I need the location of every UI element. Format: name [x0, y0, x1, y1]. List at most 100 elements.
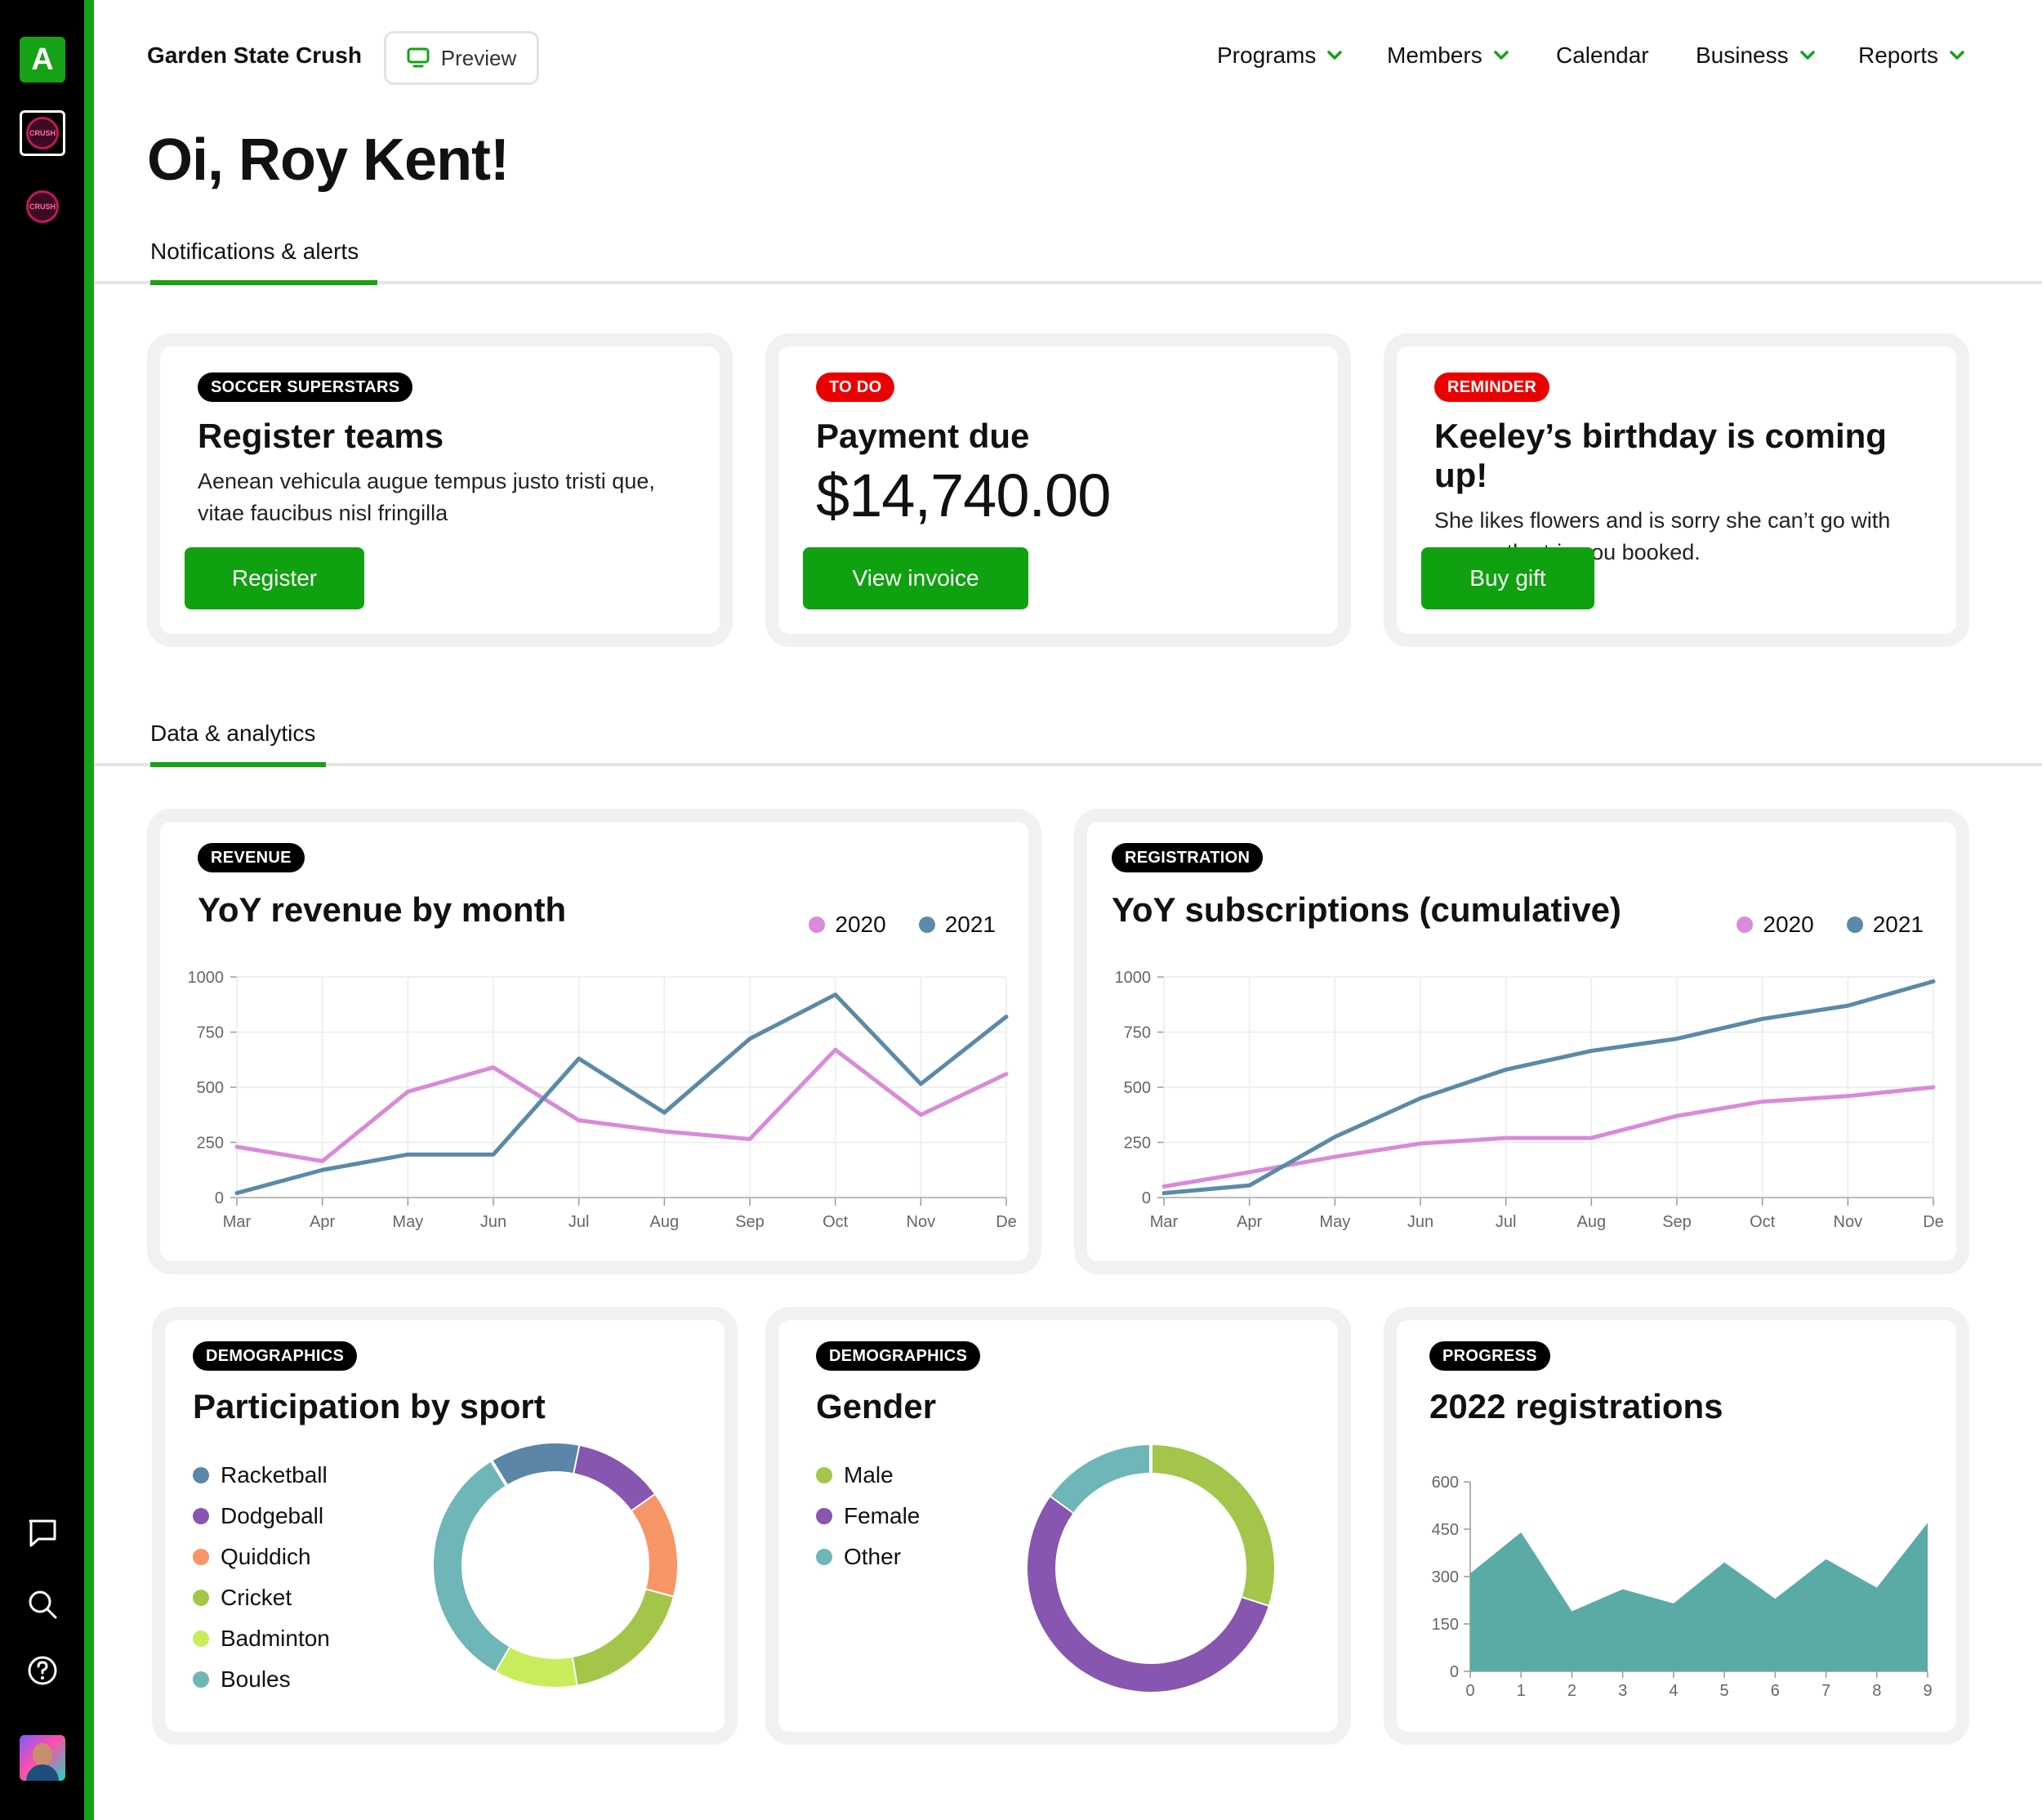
legend-swatch	[193, 1630, 209, 1647]
legend-swatch	[193, 1671, 209, 1688]
x-tick-label: 8	[1872, 1682, 1881, 1700]
left-rail	[0, 0, 84, 1820]
chevron-down-icon	[1799, 51, 1815, 60]
x-tick-label: 4	[1669, 1682, 1678, 1700]
legend-item-2020: 2020	[809, 912, 886, 938]
x-tick-label: May	[392, 1213, 423, 1231]
y-tick-label: 300	[1432, 1568, 1459, 1586]
x-tick-label: Jul	[1496, 1213, 1517, 1231]
gender-donut-chart	[1028, 1445, 1274, 1692]
chat-icon[interactable]	[25, 1515, 60, 1551]
revenue-line-chart: 0 250 500 750 1000 Mar Apr May Jun Jul Aug Sep Oct No…	[188, 969, 1017, 1231]
x-tick-label: Apr	[1237, 1213, 1262, 1231]
legend-swatch	[1846, 917, 1863, 933]
legend-label: Other	[844, 1544, 902, 1569]
legend-label: 2020	[1763, 912, 1814, 937]
card-birthday-reminder: REMINDER Keeley’s birthday is coming up!…	[1384, 333, 1969, 647]
y-tick-label: 250	[1124, 1135, 1151, 1153]
team-switcher-crush-selected[interactable]: CRUSH	[20, 110, 65, 156]
rail-accent-stripe	[84, 0, 94, 1820]
x-tick-label: Aug	[1577, 1213, 1607, 1231]
legend-label: Quiddich	[221, 1544, 311, 1569]
legend-label: Dodgeball	[221, 1503, 324, 1528]
nav-members[interactable]: Members	[1387, 42, 1510, 69]
legend-item-2021: 2021	[918, 912, 996, 938]
nav-label: Members	[1387, 42, 1482, 68]
card-registration-chart: REGISTRATION YoY subscriptions (cumulati…	[1074, 809, 1969, 1274]
series-line-2020	[234, 1047, 1009, 1163]
y-tick-label: 450	[1432, 1521, 1459, 1539]
donut-slice-male	[1150, 1445, 1274, 1607]
legend-label: 2020	[835, 912, 886, 937]
card-register-teams: SOCCER SUPERSTARS Register teams Aenean …	[147, 333, 733, 647]
y-tick-label: 0	[1450, 1663, 1459, 1681]
legend-item-2020: 2020	[1737, 912, 1814, 938]
series-line-2020	[1161, 1085, 1936, 1189]
donut-slice-female	[1028, 1496, 1268, 1692]
card-participation-by-sport: DEMOGRAPHICS Participation by sport Rack…	[152, 1307, 738, 1745]
nav-label: Reports	[1858, 42, 1939, 68]
legend-swatch	[1737, 917, 1754, 933]
app-logo[interactable]: A	[20, 37, 65, 83]
legend-label: Female	[844, 1503, 921, 1528]
chevron-down-icon	[1327, 51, 1343, 60]
legend-item-boules: Boules	[193, 1666, 330, 1693]
card-gender: DEMOGRAPHICS Gender Male Female Other	[765, 1307, 1351, 1745]
slice-separator	[490, 1460, 508, 1487]
tag-badge: REMINDER	[1434, 372, 1550, 402]
buy-gift-button[interactable]: Buy gift	[1421, 547, 1594, 609]
x-tick-label: 7	[1821, 1682, 1830, 1700]
legend-swatch	[809, 917, 826, 933]
view-invoice-button[interactable]: View invoice	[803, 547, 1028, 609]
x-tick-label: 2	[1567, 1682, 1576, 1700]
registration-line-chart: 0 250 500 750 1000 Mar Apr May Jun Jul Aug Sep Oct No…	[1115, 969, 1944, 1231]
series-line-2021	[1161, 979, 1936, 1196]
sport-donut-chart	[434, 1443, 677, 1687]
y-tick-label: 500	[197, 1079, 224, 1097]
legend-swatch	[816, 1549, 832, 1565]
chevron-down-icon	[1950, 51, 1964, 60]
register-button[interactable]: Register	[185, 547, 364, 609]
y-tick-label: 250	[197, 1135, 224, 1153]
legend-item-other: Other	[816, 1544, 920, 1570]
x-tick-label: Nov	[907, 1213, 936, 1231]
registrations-area-chart: 0 150 300 450 600 0 1 2 3 4 5 6 7 8 9	[1432, 1474, 1933, 1700]
nav-reports[interactable]: Reports	[1858, 42, 1966, 69]
chart-grid	[1157, 976, 1934, 1206]
sport-legend: Racketball Dodgeball Quiddich Cricket Badmin…	[193, 1462, 330, 1693]
tab-analytics[interactable]: Data & analytics	[150, 720, 316, 746]
x-tick-label: Oct	[1750, 1213, 1776, 1231]
legend-item-racketball: Racketball	[193, 1462, 330, 1488]
y-tick-label: 0	[1142, 1189, 1151, 1207]
x-tick-label: Apr	[310, 1213, 335, 1231]
x-tick-label: 6	[1771, 1682, 1780, 1700]
legend-swatch	[193, 1590, 209, 1606]
tab-active-indicator	[150, 762, 326, 767]
tag-badge: TO DO	[816, 372, 895, 402]
legend-label: Badminton	[221, 1626, 330, 1651]
nav-label: Programs	[1217, 42, 1317, 68]
x-tick-label: Sep	[1662, 1213, 1692, 1231]
preview-button[interactable]: Preview	[384, 31, 539, 85]
nav-business[interactable]: Business	[1696, 42, 1817, 69]
crush-logo-icon: CRUSH	[26, 190, 59, 223]
area-series	[1470, 1523, 1928, 1671]
search-icon[interactable]	[25, 1586, 60, 1622]
team-switcher-crush[interactable]: CRUSH	[20, 184, 65, 230]
donut-slice-other	[1050, 1445, 1152, 1513]
chart-legend: 2020 2021	[809, 912, 996, 938]
nav-calendar[interactable]: Calendar	[1556, 42, 1649, 69]
legend-item-male: Male	[816, 1462, 920, 1488]
series-line-2021	[234, 993, 1009, 1196]
x-tick-label: Aug	[650, 1213, 680, 1231]
tag-badge: REVENUE	[198, 843, 305, 872]
card-title: Payment due	[816, 417, 1030, 455]
legend-swatch	[918, 917, 935, 933]
card-text: Aenean vehicula augue tempus justo trist…	[198, 469, 655, 525]
user-avatar[interactable]	[20, 1735, 65, 1781]
help-icon[interactable]	[25, 1653, 60, 1688]
x-tick-label: Nov	[1834, 1213, 1863, 1231]
nav-programs[interactable]: Programs	[1217, 42, 1344, 69]
tab-notifications[interactable]: Notifications & alerts	[150, 239, 359, 264]
tag-badge: DEMOGRAPHICS	[816, 1341, 981, 1371]
